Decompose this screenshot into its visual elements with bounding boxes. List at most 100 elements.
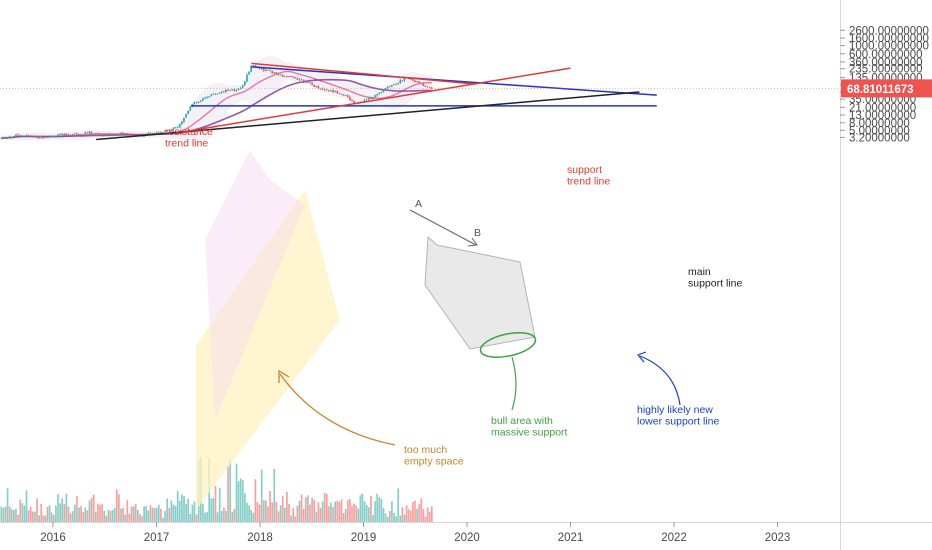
volume-bar bbox=[191, 504, 194, 522]
candle-body bbox=[399, 80, 402, 83]
volume-bar bbox=[107, 509, 110, 522]
volume-bar bbox=[246, 502, 248, 522]
candle-body bbox=[149, 133, 152, 135]
annotation-line: resistance bbox=[165, 126, 213, 138]
candle-body bbox=[105, 133, 108, 136]
volume-bar bbox=[48, 505, 51, 522]
candlesticks bbox=[0, 64, 433, 140]
candle-body bbox=[260, 68, 263, 70]
volume-bar bbox=[46, 506, 49, 522]
candle-body bbox=[120, 132, 122, 135]
volume-bar bbox=[132, 506, 135, 522]
candle-body bbox=[235, 89, 238, 91]
candle-body bbox=[101, 134, 103, 136]
candle-body bbox=[130, 134, 133, 136]
candle-body bbox=[273, 72, 276, 74]
volume-bar bbox=[265, 500, 267, 522]
candle-body bbox=[349, 96, 351, 100]
annotation-label: A bbox=[415, 198, 422, 210]
candle-body bbox=[418, 81, 420, 84]
candle-body bbox=[111, 135, 114, 136]
candle-body bbox=[367, 97, 370, 100]
volume-bar bbox=[229, 459, 232, 522]
volume-bar bbox=[420, 498, 423, 522]
volume-bar bbox=[134, 503, 137, 522]
time-axis[interactable]: 2016 2017 2018 2019 2020 2021 2022 2023 bbox=[40, 522, 790, 544]
volume-bar bbox=[241, 480, 244, 522]
volume-bar bbox=[147, 510, 150, 522]
volume-bar bbox=[168, 507, 171, 522]
volume-bar bbox=[151, 507, 154, 522]
candle-body bbox=[225, 89, 227, 93]
volume-bar bbox=[416, 508, 418, 522]
volume-bar bbox=[380, 498, 383, 522]
volume-bar bbox=[382, 508, 385, 522]
candle-body bbox=[279, 74, 282, 76]
volume-bar bbox=[279, 505, 282, 522]
candle-body bbox=[407, 78, 410, 80]
candle-body bbox=[269, 70, 271, 72]
volume-bar bbox=[338, 501, 341, 522]
candle-body bbox=[59, 134, 61, 135]
volume-bar bbox=[105, 515, 108, 522]
candle-body bbox=[363, 99, 366, 102]
candle-body bbox=[166, 130, 168, 132]
candle-body bbox=[31, 136, 34, 138]
volume-bar bbox=[57, 493, 59, 522]
volume-bar bbox=[372, 514, 374, 522]
candle-body bbox=[388, 86, 391, 88]
volume-bar bbox=[174, 505, 177, 522]
y-tick-label: 1000.00000000 bbox=[849, 41, 929, 53]
volume-bar bbox=[38, 515, 40, 522]
volume-bar bbox=[258, 504, 261, 522]
current-price-badge bbox=[841, 79, 932, 98]
volume-bar bbox=[277, 511, 280, 522]
volume-bar bbox=[55, 505, 57, 522]
candle-body bbox=[52, 135, 55, 137]
volume-bar bbox=[304, 497, 307, 522]
bull-area-ellipse bbox=[479, 332, 537, 358]
candle-body bbox=[344, 95, 347, 97]
volume-bar bbox=[59, 503, 61, 522]
candle-body bbox=[155, 132, 158, 134]
volume-bar bbox=[52, 514, 55, 522]
volume-bar bbox=[139, 514, 141, 522]
volume-bar bbox=[193, 501, 196, 522]
candle-body bbox=[34, 136, 36, 138]
volume-bar bbox=[71, 511, 74, 522]
volume-bar bbox=[40, 503, 43, 522]
candle-body bbox=[134, 134, 137, 136]
a-to-b-arrow bbox=[409, 209, 477, 246]
candle-body bbox=[15, 134, 17, 137]
candle-body bbox=[380, 91, 383, 93]
upper-resistance-line bbox=[251, 66, 657, 96]
y-tick-label: 600.00000000 bbox=[849, 49, 923, 61]
volume-bar bbox=[342, 513, 345, 522]
volume-bar bbox=[361, 493, 364, 522]
candle-body bbox=[176, 126, 179, 128]
candle-body bbox=[414, 80, 416, 82]
candle-body bbox=[302, 79, 305, 82]
volume-bar bbox=[223, 507, 225, 522]
candle-body bbox=[94, 133, 97, 135]
volume-bar bbox=[353, 503, 355, 522]
price-axis[interactable]: 2600.000000001600.000000001000.000000006… bbox=[0, 25, 932, 144]
candle-body bbox=[139, 134, 141, 136]
candle-body bbox=[21, 135, 24, 137]
volume-bar bbox=[67, 506, 70, 522]
candle-body bbox=[82, 134, 84, 136]
candle-body bbox=[132, 134, 135, 136]
volume-bar bbox=[275, 501, 278, 522]
x-tick-label: 2016 bbox=[40, 532, 66, 544]
moving-average-long bbox=[1, 78, 432, 140]
candle-body bbox=[208, 96, 210, 98]
volume-bar bbox=[307, 495, 309, 522]
volume-bar bbox=[254, 479, 257, 522]
candle-body bbox=[250, 65, 252, 72]
candle-body bbox=[292, 76, 294, 78]
candle-body bbox=[76, 133, 78, 135]
volume-bar bbox=[65, 493, 68, 522]
lower-line-pointer bbox=[639, 355, 681, 406]
annotation-line: trend line bbox=[567, 176, 610, 188]
